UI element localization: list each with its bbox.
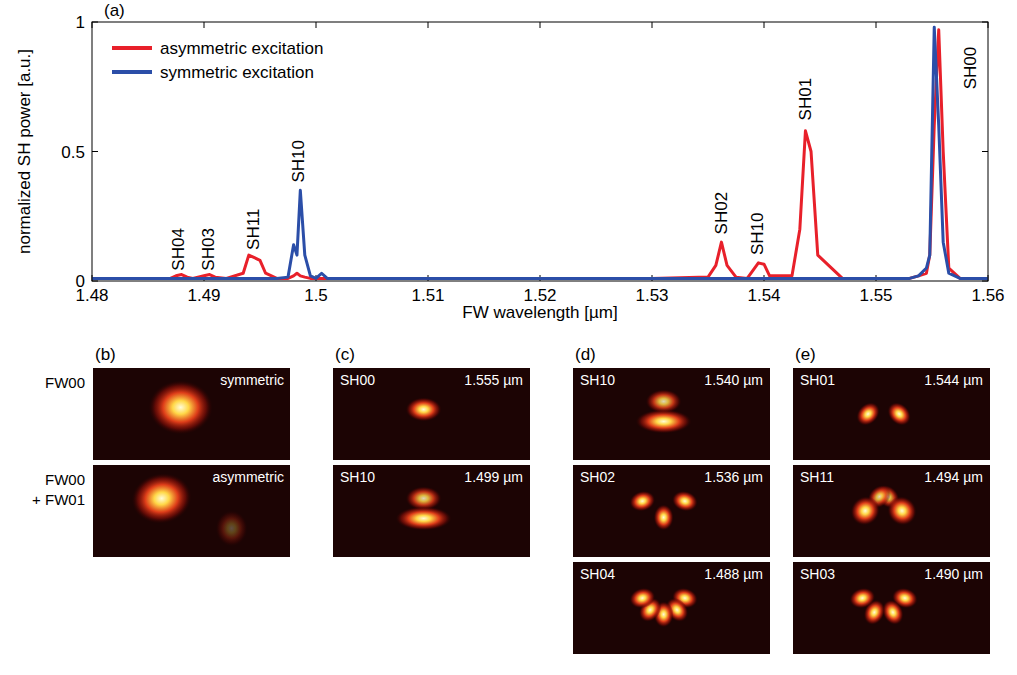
y-axis-title: normalized SH power [a.u.] [15,49,34,254]
panel-label: (b) [95,345,116,364]
mode-image [793,562,990,654]
plot-frame [92,22,988,281]
mode-image [333,368,530,460]
peak-label: SH10 [289,140,308,183]
mode-lobe [636,409,692,433]
x-tick [876,22,877,28]
row-label: + FW01 [32,491,85,508]
x-tick [316,22,317,28]
mode-wavelength: 1.536 µm [704,469,763,485]
mode-image [573,562,770,654]
panel-label: (a) [104,1,125,20]
mode-lobe [149,380,213,434]
x-tick-label: 1.54 [747,286,780,305]
x-tick-label: 1.56 [971,286,1004,305]
mode-image [333,465,530,557]
x-tick-label: 1.5 [304,286,328,305]
mode-wavelength: 1.555 µm [464,372,523,388]
x-tick [652,22,653,28]
mode-name: SH10 [580,372,615,388]
peak-label: SH01 [796,78,815,121]
mode-image [793,368,990,460]
mode-lobe [406,397,442,421]
image-tag: asymmetric [212,469,284,485]
legend-label: asymmetric excitation [160,39,323,58]
figure: (a)1.481.491.51.511.521.531.541.551.5600… [0,0,1017,675]
mode-image [93,368,290,460]
mode-wavelength: 1.490 µm [924,566,983,582]
x-tick [540,22,541,28]
panel-label: (c) [335,345,355,364]
mode-lobe [670,488,700,514]
y-tick-label: 0.5 [61,143,85,162]
peak-label: SH04 [169,228,188,271]
mode-image [793,465,990,557]
mode-wavelength: 1.540 µm [704,372,763,388]
x-tick-label: 1.55 [859,286,892,305]
mode-lobe [845,490,886,531]
row-label: FW00 [45,471,85,488]
x-tick [764,22,765,28]
image-ground [333,368,530,460]
image-ground [573,465,770,557]
legend-swatch [112,46,152,50]
mode-name: SH11 [800,469,834,485]
peak-label: SH02 [712,192,731,235]
mode-lobe [216,510,248,546]
panel-label: (e) [795,345,816,364]
y-tick [92,151,98,152]
mode-lobe [852,398,885,431]
y-tick [982,151,988,152]
y-tick-label: 0 [76,272,85,291]
image-tag: symmetric [220,372,284,388]
x-tick-label: 1.51 [411,286,444,305]
image-ground [793,368,990,460]
mode-name: SH02 [580,469,615,485]
mode-lobe [654,504,674,530]
mode-lobe [128,469,196,529]
mode-wavelength: 1.499 µm [464,469,523,485]
mode-name: SH01 [800,372,835,388]
image-ground [573,562,770,654]
x-tick [204,22,205,28]
image-ground [793,465,990,557]
mode-lobe [627,488,657,514]
mode-name: SH10 [340,469,375,485]
x-tick [428,22,429,28]
mode-lobe [627,585,657,611]
mode-lobe [847,585,877,611]
mode-wavelength: 1.494 µm [924,469,983,485]
x-axis-title: FW wavelength [µm] [462,303,617,322]
mode-lobe [883,398,916,431]
image-ground [793,562,990,654]
series-line [92,27,988,278]
peak-label: SH10 [748,213,767,256]
legend-label: symmetric excitation [160,63,314,82]
legend-swatch [112,70,152,74]
mode-name: SH04 [580,566,615,582]
mode-name: SH00 [340,372,375,388]
image-ground [333,465,530,557]
peak-label: SH00 [961,47,980,90]
mode-image [573,368,770,460]
panel-label: (d) [575,345,596,364]
y-tick-label: 1 [76,13,85,32]
mode-wavelength: 1.488 µm [704,566,763,582]
image-ground [573,368,770,460]
mode-name: SH03 [800,566,835,582]
peak-label: SH11 [244,209,263,250]
x-tick-label: 1.49 [187,286,220,305]
mode-image [573,465,770,557]
plot-marks [92,27,988,278]
series-line [92,30,988,279]
mode-lobe [881,490,922,531]
row-label: FW00 [45,374,85,391]
mode-lobe [396,506,452,530]
mode-wavelength: 1.544 µm [924,372,983,388]
image-ground [93,465,290,557]
x-tick-label: 1.53 [635,286,668,305]
peak-label: SH03 [199,228,218,271]
mode-image [93,465,290,557]
image-ground [93,368,290,460]
